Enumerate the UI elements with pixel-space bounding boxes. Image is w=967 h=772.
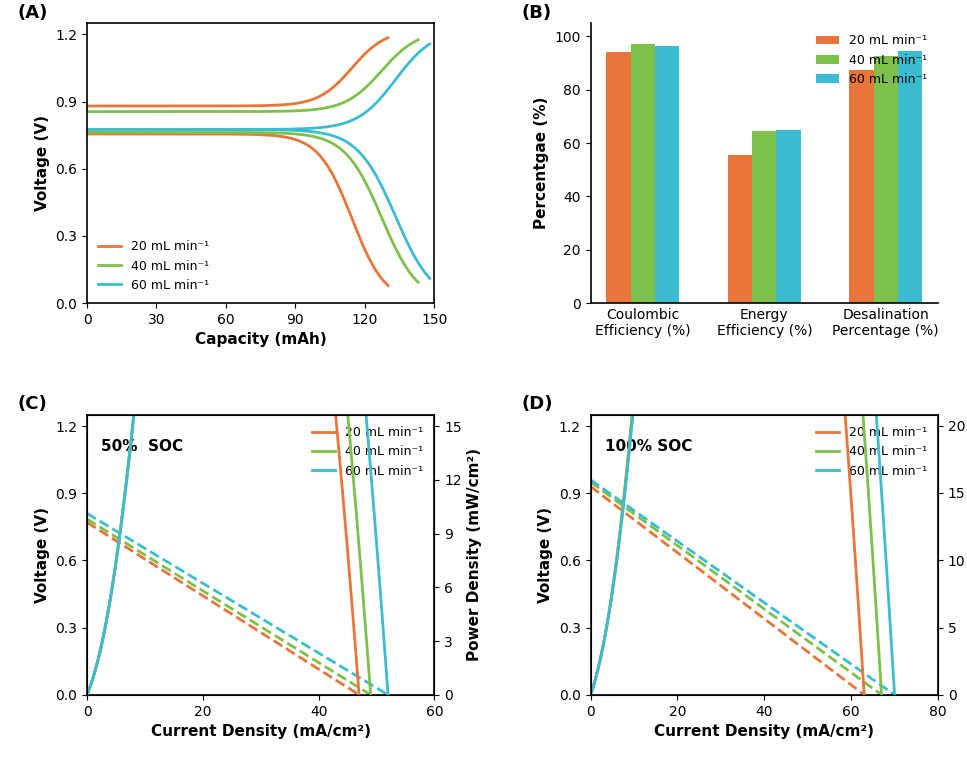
Text: (A): (A)	[17, 4, 48, 22]
Legend: 20 mL min⁻¹, 40 mL min⁻¹, 60 mL min⁻¹: 20 mL min⁻¹, 40 mL min⁻¹, 60 mL min⁻¹	[308, 422, 428, 482]
Legend: 20 mL min⁻¹, 40 mL min⁻¹, 60 mL min⁻¹: 20 mL min⁻¹, 40 mL min⁻¹, 60 mL min⁻¹	[811, 422, 932, 482]
Bar	[606, 52, 630, 303]
Legend: 20 mL min⁻¹, 40 mL min⁻¹, 60 mL min⁻¹: 20 mL min⁻¹, 40 mL min⁻¹, 60 mL min⁻¹	[811, 29, 932, 91]
Y-axis label: Voltage (V): Voltage (V)	[35, 115, 49, 211]
Bar	[728, 155, 752, 303]
Text: (D): (D)	[521, 395, 553, 413]
Text: 50%  SOC: 50% SOC	[101, 439, 183, 455]
Bar	[777, 130, 801, 303]
X-axis label: Capacity (mAh): Capacity (mAh)	[194, 332, 327, 347]
Bar	[752, 131, 777, 303]
Y-axis label: Voltage (V): Voltage (V)	[539, 507, 553, 603]
X-axis label: Current Density (mA/cm²): Current Density (mA/cm²)	[655, 724, 874, 739]
Bar	[898, 51, 923, 303]
Bar	[873, 56, 898, 303]
Text: (C): (C)	[17, 395, 47, 413]
X-axis label: Current Density (mA/cm²): Current Density (mA/cm²)	[151, 724, 370, 739]
Bar	[655, 46, 679, 303]
Text: (B): (B)	[521, 4, 551, 22]
Bar	[849, 69, 873, 303]
Text: 100% SOC: 100% SOC	[604, 439, 692, 455]
Y-axis label: Percentgae (%): Percentgae (%)	[534, 97, 549, 229]
Bar	[630, 45, 655, 303]
Y-axis label: Voltage (V): Voltage (V)	[35, 507, 49, 603]
Legend: 20 mL min⁻¹, 40 mL min⁻¹, 60 mL min⁻¹: 20 mL min⁻¹, 40 mL min⁻¹, 60 mL min⁻¹	[93, 235, 214, 296]
Y-axis label: Power Density (mW/cm²): Power Density (mW/cm²)	[467, 449, 483, 662]
